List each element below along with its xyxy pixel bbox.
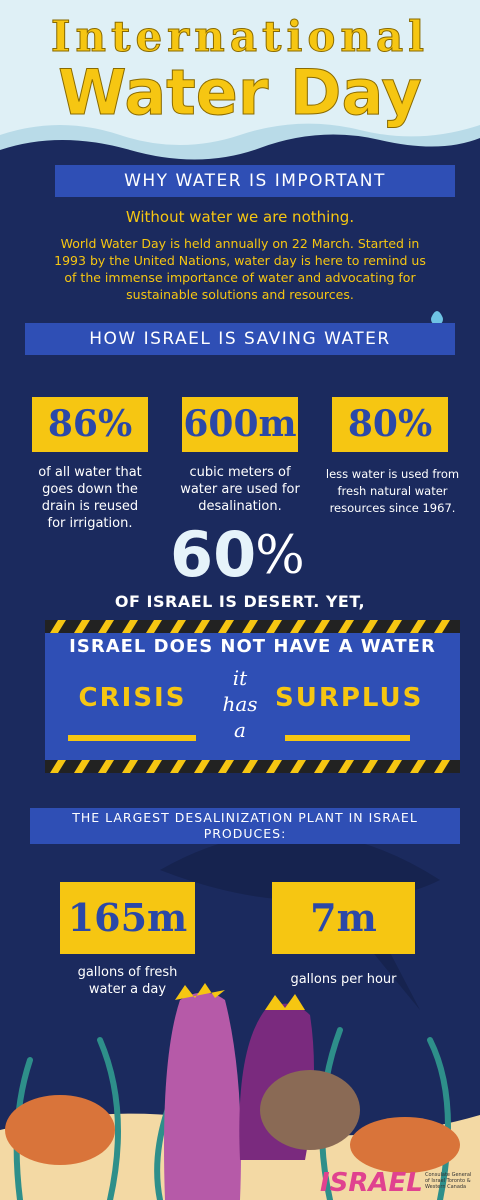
tagline: Without water we are nothing. <box>125 208 355 226</box>
stat-value: 7m <box>272 882 415 954</box>
stat-text: less water is used from fresh natural wa… <box>325 467 460 515</box>
stat-value: 165m <box>60 882 195 954</box>
crisis-right: SURPLUS <box>275 683 424 713</box>
stat-text: of all water that goes down the drain is… <box>38 465 142 531</box>
crisis-middle: a <box>234 718 246 742</box>
crisis-middle: has <box>222 692 258 716</box>
stat-value: 600m <box>182 397 298 452</box>
crisis-left: CRISIS <box>78 683 187 713</box>
crisis-heading: ISRAEL DOES NOT HAVE A WATER <box>69 636 436 657</box>
paragraph: World Water Day is held annually on 22 M… <box>54 236 426 302</box>
section-heading: HOW ISRAEL IS SAVING WATER <box>25 323 455 355</box>
desert-unit: % <box>255 526 305 586</box>
desert-text: OF ISRAEL IS DESERT. YET, <box>114 592 366 611</box>
desert-number: 60 <box>170 518 257 591</box>
section-heading: THE LARGEST DESALINIZATION PLANT IN ISRA… <box>30 808 460 844</box>
section-heading: WHY WATER IS IMPORTANT <box>55 165 455 197</box>
title: Water Day <box>58 56 423 130</box>
stat-value: 86% <box>32 397 148 452</box>
logo: ISRAEL <box>320 1168 423 1198</box>
stat-text: gallons of fresh water a day <box>77 965 178 997</box>
stat-value: 80% <box>332 397 448 452</box>
crisis-middle: it <box>232 666 248 690</box>
title: International <box>50 12 430 62</box>
stat-text: cubic meters of water are used for desal… <box>180 465 300 514</box>
consulate: Consulate General of Israel Toronto & We… <box>425 1172 472 1190</box>
stat-text: gallons per hour <box>290 972 397 987</box>
